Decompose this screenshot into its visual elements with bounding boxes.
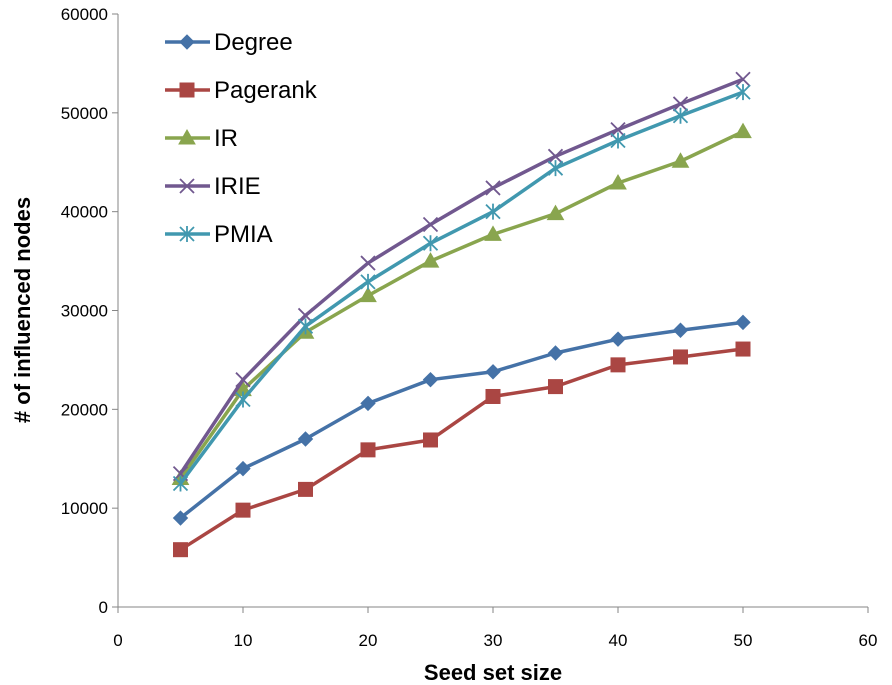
data-point-pagerank (673, 349, 688, 365)
legend-marker-ir (178, 128, 196, 145)
legend-marker-pagerank (179, 82, 195, 98)
series-degree (172, 314, 751, 526)
x-axis-ticks: 0 10 20 30 40 50 60 (113, 607, 877, 650)
data-point-pmia (235, 391, 251, 408)
data-point-irie (485, 180, 501, 196)
series-line-pagerank (179, 347, 744, 552)
legend-marker-degree (179, 34, 195, 50)
legend-label-pagerank: Pagerank (214, 77, 318, 104)
legend: Degree Pagerank IR IRIE PMIA (165, 29, 318, 248)
data-point-degree (360, 395, 376, 412)
legend-marker-irie (179, 178, 195, 194)
data-point-degree (422, 371, 439, 388)
data-point-pagerank (423, 432, 438, 448)
data-point-pmia (672, 107, 689, 124)
data-point-pagerank (173, 542, 188, 558)
data-point-pmia (735, 84, 751, 101)
y-tick-label: 50000 (61, 104, 108, 123)
data-point-pagerank (360, 442, 376, 458)
y-tick-label: 40000 (61, 203, 108, 222)
series-line-degree (179, 320, 744, 520)
data-point-pmia (297, 318, 314, 335)
x-tick-label: 40 (609, 631, 628, 650)
data-point-ir (734, 122, 752, 139)
data-point-pagerank (235, 502, 251, 518)
x-tick-label: 30 (484, 631, 503, 650)
data-point-irie (547, 148, 564, 164)
data-point-irie (360, 255, 376, 271)
legend-marker-pmia (179, 226, 195, 242)
x-tick-label: 0 (113, 631, 122, 650)
data-point-degree (235, 460, 251, 477)
series-line-ir (179, 130, 744, 480)
data-point-irie (297, 307, 314, 324)
data-point-pmia (485, 203, 501, 220)
data-point-pagerank (485, 388, 501, 404)
legend-item-degree: Degree (165, 29, 293, 56)
data-point-degree (297, 431, 314, 447)
legend-label-irie: IRIE (214, 173, 261, 200)
data-point-irie (672, 96, 689, 112)
series-line-pmia (179, 90, 744, 485)
data-point-pagerank (298, 481, 313, 497)
data-point-ir (421, 252, 440, 268)
y-tick-label: 10000 (61, 499, 108, 518)
data-point-degree (610, 331, 626, 347)
data-point-degree (172, 510, 189, 526)
series-layer (171, 71, 752, 558)
data-point-pagerank (548, 379, 563, 395)
data-point-irie (422, 216, 439, 233)
data-point-ir (484, 225, 502, 241)
legend-label-pmia: PMIA (214, 221, 273, 248)
legend-label-ir: IR (214, 125, 238, 152)
data-point-ir (546, 204, 565, 221)
legend-label-degree: Degree (214, 29, 293, 56)
legend-item-irie: IRIE (165, 173, 261, 200)
data-point-pmia (360, 273, 376, 290)
data-point-ir (671, 152, 690, 168)
x-tick-label: 20 (359, 631, 378, 650)
data-point-ir (359, 286, 377, 303)
data-point-pmia (547, 160, 564, 177)
y-axis-ticks: 0 10000 20000 30000 40000 50000 60000 (61, 5, 118, 617)
data-point-pmia (610, 132, 626, 149)
x-tick-label: 10 (234, 631, 253, 650)
data-point-degree (547, 345, 564, 361)
data-point-pmia (422, 235, 439, 252)
y-tick-label: 20000 (61, 400, 108, 419)
data-point-degree (672, 322, 689, 338)
y-tick-label: 0 (99, 598, 108, 617)
data-point-pagerank (610, 357, 626, 373)
x-tick-label: 50 (734, 631, 753, 650)
legend-item-pmia: PMIA (165, 221, 273, 248)
data-point-pagerank (735, 341, 751, 357)
y-tick-label: 60000 (61, 5, 108, 24)
data-point-irie (610, 121, 626, 138)
series-irie (172, 71, 751, 482)
legend-item-ir: IR (165, 125, 238, 152)
plot-area: 0 10 20 30 40 50 60 0 10000 20000 30000 40000 50000… (61, 5, 878, 650)
data-point-degree (735, 314, 751, 331)
x-axis-title: Seed set size (424, 660, 562, 685)
data-point-ir (609, 173, 627, 190)
data-point-irie (235, 372, 251, 388)
y-axis-title: # of influenced nodes (10, 197, 35, 423)
data-point-irie (735, 71, 751, 87)
x-tick-label: 60 (859, 631, 878, 650)
series-pmia (172, 84, 751, 492)
legend-item-pagerank: Pagerank (165, 77, 318, 104)
series-line-irie (179, 77, 744, 475)
data-point-pmia (172, 475, 189, 492)
y-tick-label: 30000 (61, 302, 108, 321)
data-point-degree (485, 364, 501, 380)
series-pagerank (173, 341, 751, 558)
